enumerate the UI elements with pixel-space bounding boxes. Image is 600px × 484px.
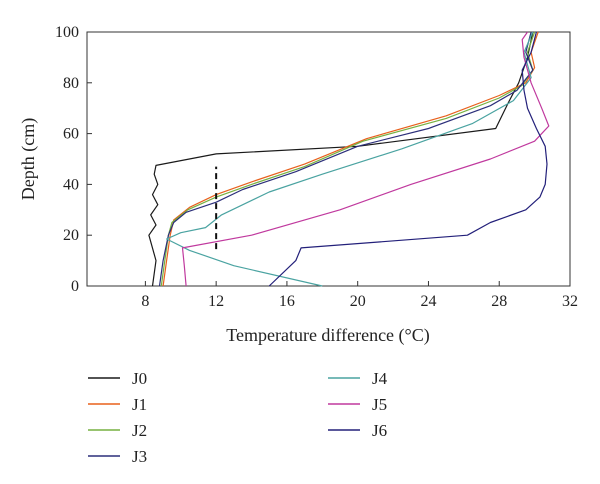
- x-tick-label: 20: [350, 293, 366, 310]
- x-tick-label: 12: [208, 293, 224, 310]
- series-line-j4: [166, 31, 534, 287]
- y-tick-label: 40: [63, 176, 79, 193]
- x-tick-label: 16: [279, 293, 295, 310]
- y-tick-label: 80: [63, 75, 79, 92]
- plot-marks: 8 12 16 20 24 28 32 0 20 40 60 80 100: [55, 24, 578, 310]
- legend-label-j3: J3: [132, 447, 147, 466]
- x-tick-label: 24: [420, 293, 436, 310]
- y-tick-label: 100: [55, 24, 79, 41]
- legend-label-j2: J2: [132, 421, 147, 440]
- plot-frame: [86, 31, 571, 287]
- x-axis-label: Temperature difference (°C): [226, 325, 430, 346]
- legend-label-j6: J6: [372, 421, 387, 440]
- x-tick-label: 32: [562, 293, 578, 310]
- x-tick-label: 28: [491, 293, 507, 310]
- legend: J0 J1 J2 J3 J4 J5 J6: [88, 369, 388, 466]
- series-line-j1: [162, 31, 539, 287]
- y-axis-label: Depth (cm): [18, 118, 39, 200]
- y-tick-label: 60: [63, 126, 79, 143]
- series-line-j6: [268, 31, 548, 287]
- series-line-j3: [158, 31, 534, 287]
- legend-label-j4: J4: [372, 369, 388, 388]
- series-line-j5: [181, 31, 550, 287]
- legend-label-j0: J0: [132, 369, 147, 388]
- series-line-j0: [148, 31, 534, 287]
- y-tick-label: 20: [63, 227, 79, 244]
- series-line-j2: [160, 31, 536, 287]
- legend-label-j1: J1: [132, 395, 147, 414]
- legend-label-j5: J5: [372, 395, 387, 414]
- y-tick-label: 0: [71, 278, 79, 295]
- x-tick-label: 8: [141, 293, 149, 310]
